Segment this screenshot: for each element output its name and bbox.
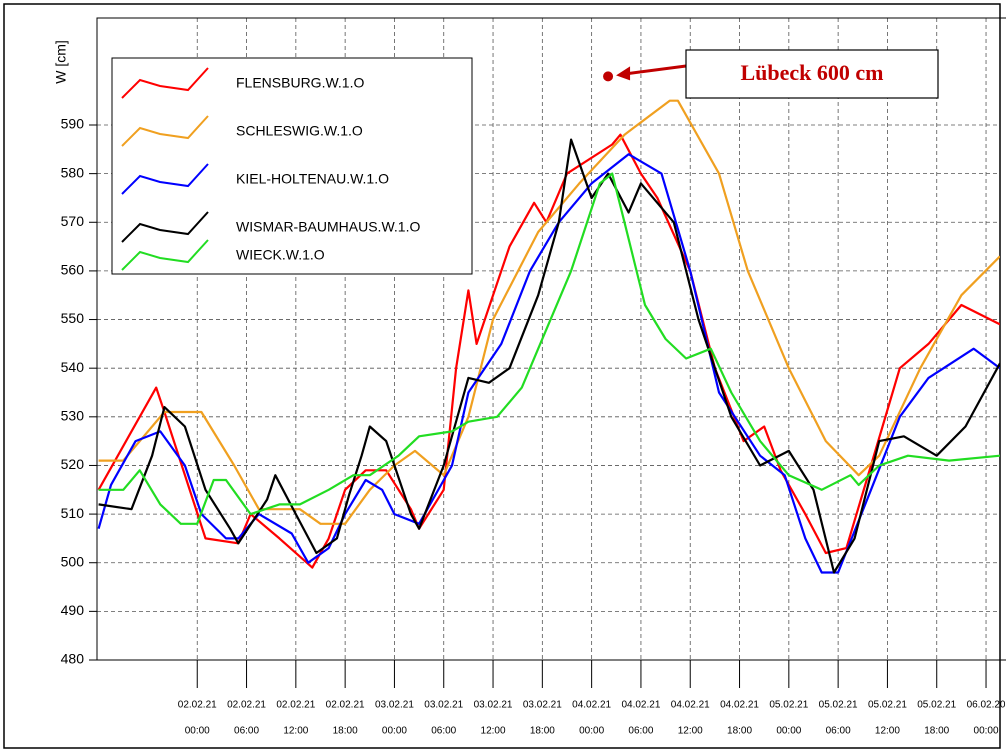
y-tick-label: 510 [61,505,85,521]
series-line [98,138,1000,574]
annotation-point [603,71,614,82]
x-tick-label: 02.02.21 [227,700,266,711]
x-tick-label: 04.02.21 [720,700,759,711]
x-tick-label: 06.02.20 [967,700,1006,711]
annotation-text: Lübeck 600 cm [741,60,884,85]
x-tick-label: 04.02.21 [572,700,611,711]
y-tick-label: 530 [61,408,85,424]
y-tick-label: 570 [61,213,85,229]
x-tick-label: 12:00 [481,726,506,737]
x-tick-label: 18:00 [530,726,555,737]
series-line [98,172,1000,525]
x-tick-label: 18:00 [333,726,358,737]
x-tick-label: 03.02.21 [375,700,414,711]
x-tick-label: 18:00 [727,726,752,737]
plot-lines [97,99,1000,574]
y-tick-label: 560 [61,262,85,278]
x-tick-label: 04.02.21 [621,700,660,711]
legend-box [111,57,473,275]
y-tick-label: 550 [61,310,85,326]
x-tick-label: 06:00 [628,726,653,737]
x-tick-label: 00:00 [579,726,604,737]
legend-swatch [121,211,209,243]
legend-label: SCHLESWIG.W.1.O [236,123,363,139]
y-tick-label: 480 [61,651,85,667]
legend-label: KIEL-HOLTENAU.W.1.O [236,171,389,187]
y-tick-label: 590 [61,116,85,132]
x-tick-label: 06:00 [234,726,259,737]
x-tick-label: 05.02.21 [868,700,907,711]
x-tick-label: 03.02.21 [523,700,562,711]
x-tick-label: 06:00 [826,726,851,737]
x-tick-label: 00:00 [185,726,210,737]
x-tick-label: 18:00 [924,726,949,737]
annotation-box [685,49,939,99]
series-line [98,99,1000,525]
legend: FLENSBURG.W.1.O SCHLESWIG.W.1.O KIEL-HOLTE… [111,57,473,275]
x-tick-label: 12:00 [678,726,703,737]
x-tick-label: 04.02.21 [671,700,710,711]
x-tick-label: 06:00 [431,726,456,737]
legend-swatch [121,115,209,147]
legend-label: WIECK.W.1.O [236,247,325,263]
series-line [97,153,1000,574]
x-tick-label: 03.02.21 [424,700,463,711]
annotation-arrow [621,64,687,76]
y-tick-label: 540 [61,359,85,375]
y-tick-label: 580 [61,164,85,180]
legend-swatch [121,239,209,271]
x-tick-label: 05.02.21 [917,700,956,711]
x-tick-label: 00:00 [974,726,999,737]
x-tick-label: 05.02.21 [769,700,808,711]
y-tick-label: 520 [61,456,85,472]
plot-frame [96,17,1006,661]
x-tick-label: 12:00 [283,726,308,737]
x-tick-label: 03.02.21 [474,700,513,711]
legend-label: FLENSBURG.W.1.O [236,75,364,91]
x-tick-label: 02.02.21 [178,700,217,711]
series-line [97,133,1000,569]
x-tick-label: 02.02.21 [276,700,315,711]
y-tick-label: 490 [61,602,85,618]
legend-swatch [121,163,209,195]
x-tick-label: 02.02.21 [326,700,365,711]
x-tick-label: 00:00 [382,726,407,737]
legend-swatch [121,67,209,99]
legend-label: WISMAR-BAUMHAUS.W.1.O [236,219,420,235]
y-tick-label: 500 [61,553,85,569]
x-tick-label: 00:00 [776,726,801,737]
y-axis-label: W [cm] [53,40,69,84]
annotation: Lübeck 600 cm [603,49,939,99]
x-tick-label: 05.02.21 [819,700,858,711]
x-tick-label: 12:00 [875,726,900,737]
annotation-arrowhead [616,66,631,81]
